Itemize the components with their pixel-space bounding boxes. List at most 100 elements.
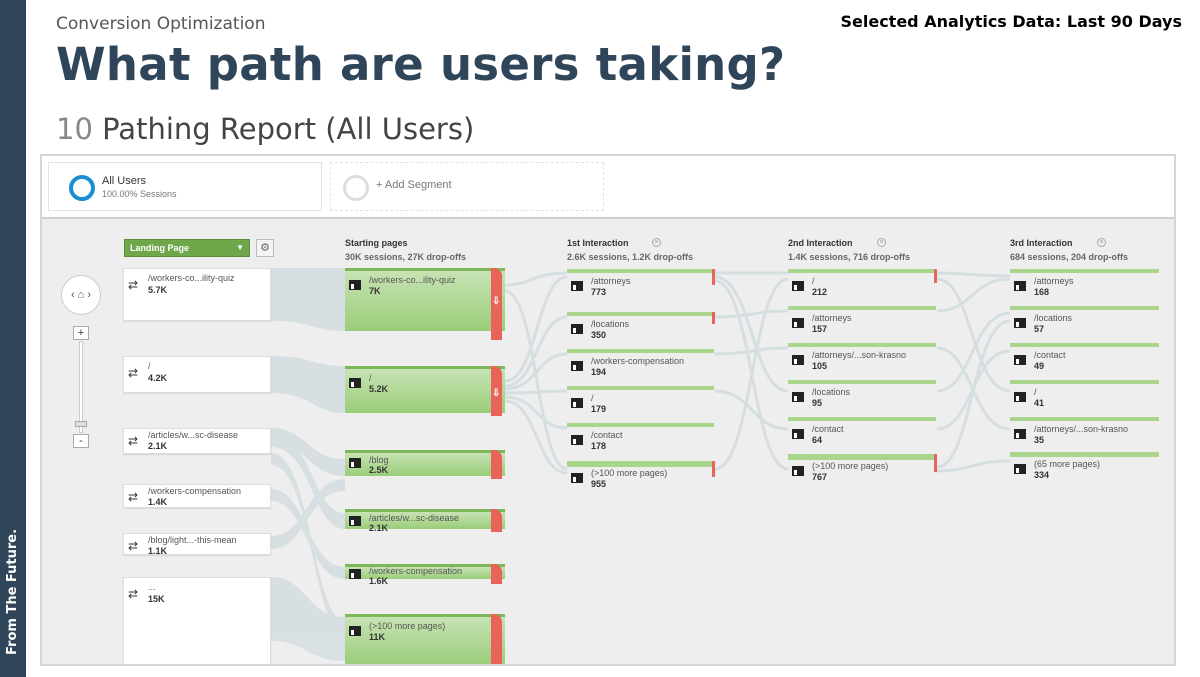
starting-page-node[interactable]: /blog 2.5K bbox=[345, 450, 505, 479]
first-interaction-node[interactable]: /workers-compensation 194 bbox=[567, 349, 715, 383]
third-interaction-node[interactable]: /attorneys/...son-krasno 35 bbox=[1010, 417, 1159, 451]
page-label: /locations bbox=[812, 387, 851, 397]
second-interaction-node[interactable]: /contact 64 bbox=[788, 417, 937, 451]
flow-sp2-i2 bbox=[504, 315, 568, 388]
starting-page-node[interactable]: /workers-compensation 1.6K bbox=[345, 564, 505, 586]
dropoff-tab[interactable]: ⇩ bbox=[491, 268, 502, 340]
flow-lp2-sp2 bbox=[271, 356, 345, 413]
interaction-bar bbox=[1010, 269, 1159, 273]
entry-arrow-icon: ⇄ bbox=[128, 539, 139, 553]
page-icon bbox=[349, 280, 361, 290]
starting-page-node[interactable]: / 5.2K ⇩ bbox=[345, 366, 505, 416]
gear-icon[interactable]: ⚙ bbox=[256, 239, 274, 257]
interaction-bar bbox=[788, 306, 936, 310]
dimension-select-value: Landing Page bbox=[130, 243, 190, 253]
flow-lp6-sp6 bbox=[271, 577, 345, 661]
landing-node[interactable]: ⇄ /articles/w...sc-disease 2.1K bbox=[123, 428, 271, 454]
page-icon bbox=[792, 466, 804, 476]
first-interaction-node[interactable]: (>100 more pages) 955 bbox=[567, 461, 715, 495]
flow-j1-k1 bbox=[936, 271, 1011, 278]
entry-arrow-icon: ⇄ bbox=[128, 366, 139, 380]
col-second-sub: 1.4K sessions, 716 drop-offs bbox=[788, 252, 911, 262]
page-icon bbox=[1014, 281, 1026, 291]
all-users-segment[interactable]: All Users 100.00% Sessions bbox=[48, 162, 322, 211]
zoom-slider-thumb[interactable] bbox=[75, 421, 87, 427]
zoom-slider-track[interactable] bbox=[79, 341, 83, 433]
interaction-bar bbox=[567, 461, 712, 467]
second-interaction-node[interactable]: /locations 95 bbox=[788, 380, 937, 414]
second-interaction-node[interactable]: / 212 bbox=[788, 269, 937, 303]
page-value: 168 bbox=[1034, 287, 1050, 297]
close-icon[interactable]: × bbox=[652, 238, 661, 247]
flow-j6-k6 bbox=[936, 459, 1011, 473]
first-interaction-node[interactable]: /locations 350 bbox=[567, 312, 715, 346]
starting-page-node[interactable]: /articles/w...sc-disease 2.1K bbox=[345, 509, 505, 533]
third-interaction-node[interactable]: /attorneys 168 bbox=[1010, 269, 1159, 303]
second-interaction-node[interactable]: /attorneys 157 bbox=[788, 306, 937, 340]
flow-i3-j3 bbox=[714, 346, 789, 356]
col-third-title: 3rd Interaction bbox=[1010, 238, 1073, 248]
interaction-bar bbox=[1010, 343, 1159, 347]
dropoff-marker bbox=[712, 269, 715, 285]
segment-bar: All Users 100.00% Sessions + Add Segment bbox=[42, 156, 1174, 219]
page-value: 194 bbox=[591, 367, 607, 377]
interaction-bar bbox=[1010, 306, 1159, 310]
home-nav-control[interactable]: ‹ ⌂ › bbox=[61, 275, 101, 315]
add-segment-card[interactable]: + Add Segment bbox=[330, 162, 604, 211]
page-value: 7K bbox=[369, 286, 381, 296]
dropoff-tab[interactable] bbox=[491, 450, 502, 479]
flow-sp2-i4 bbox=[504, 389, 568, 395]
page-value: 955 bbox=[591, 479, 607, 489]
page-label: /attorneys/...son-krasno bbox=[812, 350, 907, 360]
page-icon bbox=[1014, 429, 1026, 439]
dropoff-marker bbox=[934, 269, 937, 283]
dropoff-tab[interactable] bbox=[491, 509, 502, 532]
dimension-select[interactable]: Landing Page ▼ bbox=[124, 239, 250, 257]
landing-node[interactable]: ⇄ / 4.2K bbox=[123, 356, 271, 393]
interaction-bar bbox=[567, 312, 712, 316]
second-interaction-node[interactable]: /attorneys/...son-krasno 105 bbox=[788, 343, 937, 377]
dropoff-tab[interactable] bbox=[491, 564, 502, 584]
page-value: 178 bbox=[591, 441, 607, 451]
landing-node[interactable]: ⇄ /workers-co...ility-quiz 5.7K bbox=[123, 268, 271, 321]
first-interaction-node[interactable]: /attorneys 773 bbox=[567, 269, 715, 303]
close-icon[interactable]: × bbox=[877, 238, 886, 247]
third-interaction-node[interactable]: /contact 49 bbox=[1010, 343, 1159, 377]
first-interaction-node[interactable]: /contact 178 bbox=[567, 423, 715, 457]
page-icon bbox=[571, 361, 583, 371]
page-label: /contact bbox=[591, 430, 623, 440]
landing-node[interactable]: ⇄ /blog/light...-this-mean 1.1K bbox=[123, 533, 271, 556]
landing-node[interactable]: ⇄ /workers-compensation 1.4K bbox=[123, 484, 271, 508]
page-icon bbox=[792, 318, 804, 328]
first-interaction-node[interactable]: / 179 bbox=[567, 386, 715, 420]
interaction-bar bbox=[788, 454, 934, 460]
flow-links bbox=[271, 268, 1011, 661]
landing-label: /blog/light...-this-mean bbox=[148, 535, 237, 545]
interaction-bar bbox=[788, 343, 936, 347]
page-label: /locations bbox=[591, 319, 630, 329]
third-interaction-node[interactable]: (65 more pages) 334 bbox=[1010, 452, 1159, 486]
col-starting-title: Starting pages bbox=[345, 238, 408, 248]
third-interaction-node[interactable]: / 41 bbox=[1010, 380, 1159, 414]
landing-node[interactable]: ⇄ ... 15K bbox=[123, 577, 271, 664]
close-icon[interactable]: × bbox=[1097, 238, 1106, 247]
landing-label: /workers-compensation bbox=[148, 486, 242, 496]
starting-page-node[interactable]: /workers-co...ility-quiz 7K ⇩ bbox=[345, 268, 505, 340]
col-first-title: 1st Interaction bbox=[567, 238, 629, 248]
zoom-in-button[interactable]: + bbox=[73, 326, 89, 340]
dropoff-tab[interactable]: ⇩ bbox=[491, 366, 502, 416]
flow-sp1-i1 bbox=[504, 271, 568, 287]
page-label: / bbox=[812, 276, 815, 286]
page-icon bbox=[571, 473, 583, 483]
dropoff-tab[interactable] bbox=[491, 614, 502, 664]
page-label: /contact bbox=[812, 424, 844, 434]
second-interaction-node[interactable]: (>100 more pages) 767 bbox=[788, 454, 937, 488]
side-brand-text: From The Future. bbox=[5, 528, 20, 655]
side-bar bbox=[0, 0, 26, 677]
third-interaction-node[interactable]: /locations 57 bbox=[1010, 306, 1159, 340]
page-icon bbox=[571, 324, 583, 334]
zoom-out-button[interactable]: - bbox=[73, 434, 89, 448]
flow-lp5-sp3 bbox=[271, 479, 345, 549]
starting-page-node[interactable]: (>100 more pages) 11K bbox=[345, 614, 505, 664]
page-icon bbox=[1014, 464, 1026, 474]
